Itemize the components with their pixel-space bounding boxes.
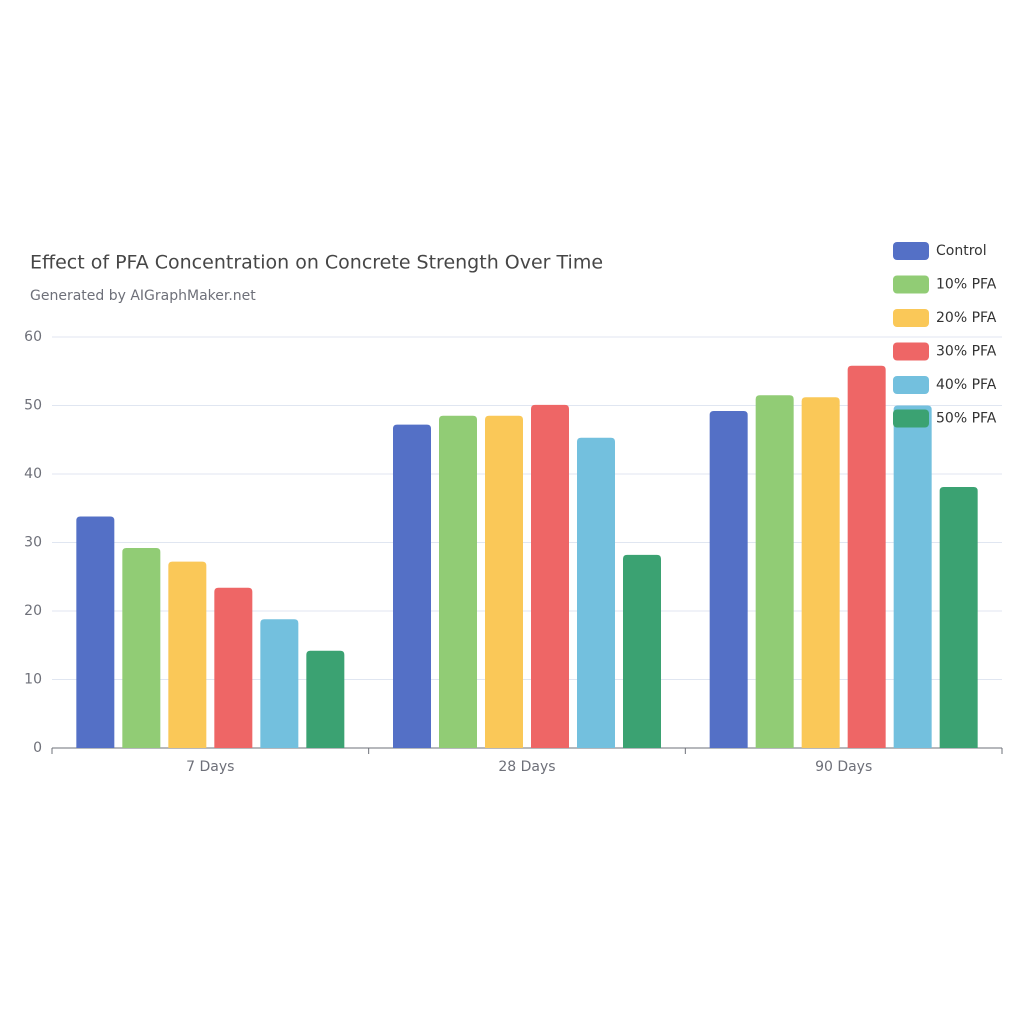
bar [306, 650, 345, 748]
bar [623, 554, 661, 748]
chart-title: Effect of PFA Concentration on Concrete … [30, 252, 603, 274]
legend-label: Control [936, 243, 987, 259]
y-tick-label: 0 [33, 740, 42, 756]
legend-label: 40% PFA [936, 377, 997, 393]
legend-swatch [893, 242, 929, 260]
bar [76, 516, 115, 748]
bar [260, 619, 299, 748]
legend-label: 30% PFA [936, 344, 997, 360]
bar [577, 437, 615, 748]
y-tick-label: 50 [24, 398, 42, 414]
bar [939, 487, 978, 748]
legend-label: 20% PFA [936, 310, 997, 326]
y-tick-label: 20 [24, 603, 42, 619]
bar [439, 415, 477, 748]
chart-subtitle: Generated by AIGraphMaker.net [30, 288, 256, 304]
bar [122, 547, 161, 748]
bar [531, 404, 569, 748]
bar [709, 410, 748, 748]
legend-swatch [893, 409, 929, 428]
x-tick-label: 28 Days [498, 759, 555, 775]
legend-swatch [893, 342, 929, 361]
y-tick-label: 30 [24, 535, 42, 551]
y-tick-label: 60 [24, 329, 42, 345]
y-tick-label: 10 [24, 672, 42, 688]
x-tick-label: 90 Days [815, 759, 872, 775]
legend-swatch [893, 376, 929, 394]
bar [214, 587, 253, 748]
bar [847, 365, 886, 748]
x-tick-label: 7 Days [186, 759, 234, 775]
legend-label: 10% PFA [936, 277, 997, 293]
legend-swatch [893, 309, 929, 327]
bar [485, 415, 523, 748]
bar [168, 561, 207, 748]
bar [755, 395, 794, 748]
legend-label: 50% PFA [936, 411, 997, 427]
y-tick-label: 40 [24, 466, 42, 482]
legend-swatch [893, 275, 929, 294]
bar [801, 397, 840, 748]
bar [393, 424, 431, 748]
bar [893, 405, 932, 748]
